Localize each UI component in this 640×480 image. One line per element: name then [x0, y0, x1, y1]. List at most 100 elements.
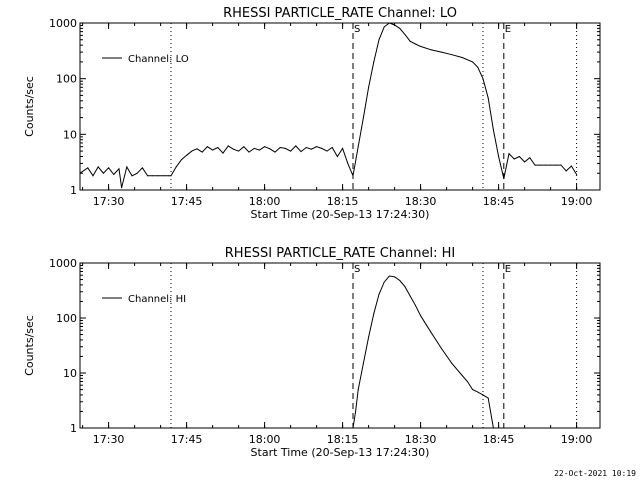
data-point [264, 146, 266, 148]
data-point [79, 172, 81, 174]
data-point [175, 166, 177, 168]
data-point [394, 276, 396, 278]
x-tick-label: 19:00 [561, 195, 593, 208]
data-point [232, 148, 234, 150]
data-point [430, 331, 432, 333]
data-point [290, 150, 292, 152]
data-point [373, 61, 375, 63]
footer-timestamp: 22-Oct-2021 10:19 [554, 469, 636, 478]
y-tick-label: 1000 [49, 17, 77, 30]
data-point [217, 147, 219, 149]
data-point [461, 375, 463, 377]
data-point [196, 148, 198, 150]
data-point [477, 66, 479, 68]
y-tick-label: 100 [56, 312, 77, 325]
series-line-1 [352, 275, 494, 429]
x-tick-label: 18:00 [249, 195, 281, 208]
data-point [482, 78, 484, 80]
data-point [539, 164, 541, 166]
data-point [92, 175, 94, 177]
data-point [300, 151, 302, 153]
data-point [352, 427, 354, 429]
data-point [191, 150, 193, 152]
x-tick-label: 18:45 [483, 433, 515, 446]
chart-panel-1: RHESSI PARTICLE_RATE Channel: LO S E 1 10 100… [23, 6, 601, 221]
data-point [487, 397, 489, 399]
data-point [238, 150, 240, 152]
data-point [141, 167, 143, 169]
data-point [336, 155, 338, 157]
data-point [373, 313, 375, 315]
data-point [477, 391, 479, 393]
data-point [97, 166, 99, 168]
data-point [404, 286, 406, 288]
data-point [409, 40, 411, 42]
data-point [565, 170, 567, 172]
marker-label-S: S [354, 264, 360, 275]
data-point [258, 149, 260, 151]
data-point [284, 147, 286, 149]
data-point [399, 27, 401, 29]
data-point [482, 394, 484, 396]
data-point [352, 175, 354, 177]
data-point [121, 187, 123, 189]
data-point [222, 152, 224, 154]
y-tick-label: 100 [56, 73, 77, 86]
data-point [368, 86, 370, 88]
y-tick-label: 10 [63, 128, 77, 141]
data-point [147, 175, 149, 177]
data-point [357, 389, 359, 391]
data-point [342, 147, 344, 149]
data-point [378, 39, 380, 41]
data-point [269, 148, 271, 150]
data-point [560, 164, 562, 166]
data-point [186, 154, 188, 156]
data-point [518, 155, 520, 157]
data-point [534, 164, 536, 166]
y-tick-label: 1000 [49, 257, 77, 270]
data-point [118, 168, 120, 170]
plot-frame [79, 262, 601, 429]
data-point [550, 164, 552, 166]
marker-label-S: S [354, 24, 360, 35]
data-point [383, 281, 385, 283]
data-point [492, 427, 494, 429]
data-point [131, 175, 133, 177]
x-tick-label: 18:45 [483, 195, 515, 208]
data-point [162, 175, 164, 177]
data-point [357, 146, 359, 148]
x-tick-label: 17:45 [171, 433, 203, 446]
data-point [126, 166, 128, 168]
data-point [503, 178, 505, 180]
data-point [102, 172, 104, 174]
data-point [394, 24, 396, 26]
data-point [157, 175, 159, 177]
data-point [347, 162, 349, 164]
x-tick-label: 18:30 [405, 433, 437, 446]
data-point [136, 172, 138, 174]
data-point [529, 157, 531, 159]
data-point [248, 151, 250, 153]
legend-label: Channel: LO [128, 54, 189, 65]
data-point [206, 146, 208, 148]
data-point [180, 159, 182, 161]
data-point [378, 293, 380, 295]
data-point [544, 164, 546, 166]
y-axis-label: Counts/sec [23, 315, 36, 376]
x-tick-label: 17:45 [171, 195, 203, 208]
x-axis-label: Start Time (20-Sep-13 17:24:30) [251, 446, 430, 459]
data-point [576, 173, 578, 175]
data-point [472, 61, 474, 63]
data-point [414, 304, 416, 306]
data-point [212, 149, 214, 151]
data-point [87, 167, 89, 169]
data-point [466, 381, 468, 383]
data-point [368, 336, 370, 338]
data-point [201, 151, 203, 153]
data-point [388, 275, 390, 277]
x-tick-label: 18:30 [405, 195, 437, 208]
plot-frame [79, 22, 601, 191]
data-point [167, 175, 169, 177]
x-axis-label: Start Time (20-Sep-13 17:24:30) [251, 208, 430, 221]
